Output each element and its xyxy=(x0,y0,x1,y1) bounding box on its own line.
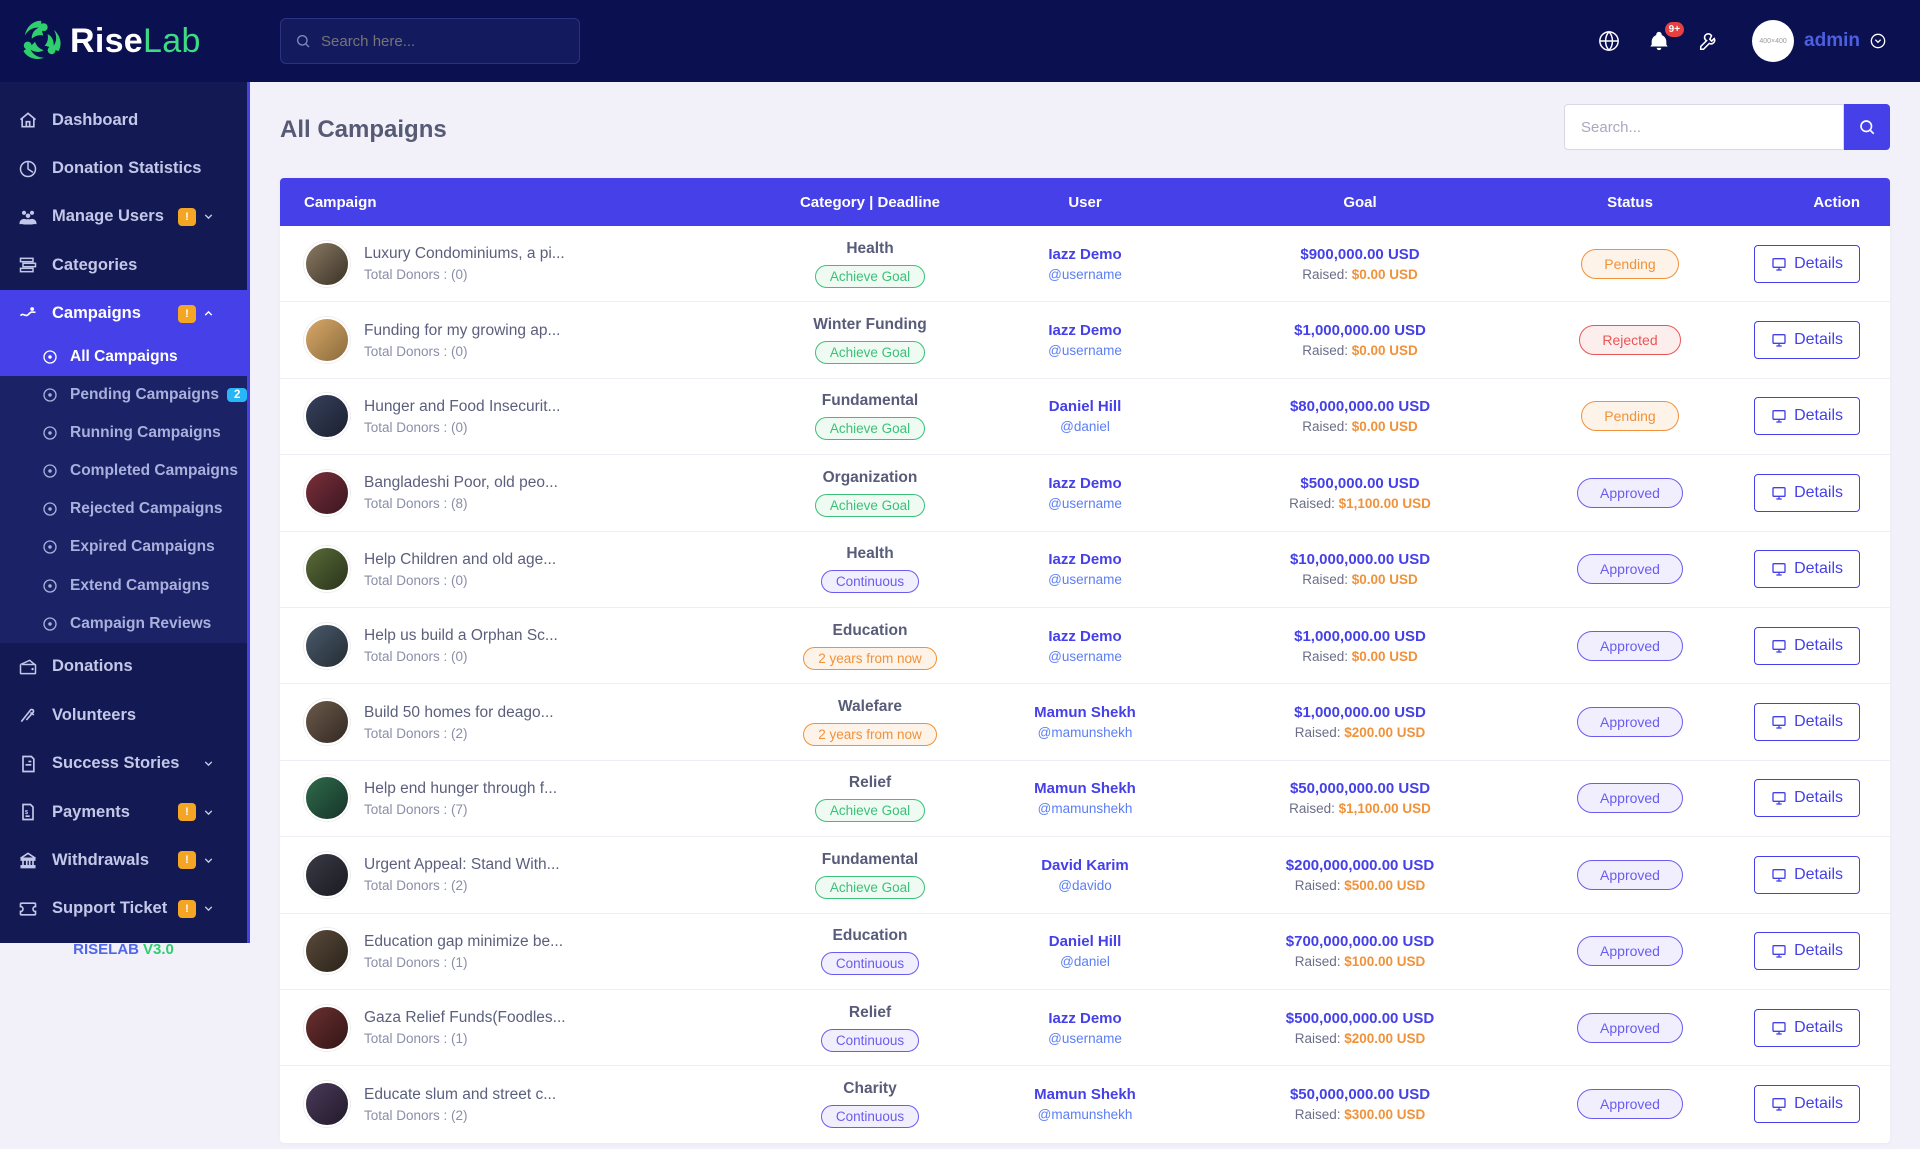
svg-text:$: $ xyxy=(25,810,29,816)
